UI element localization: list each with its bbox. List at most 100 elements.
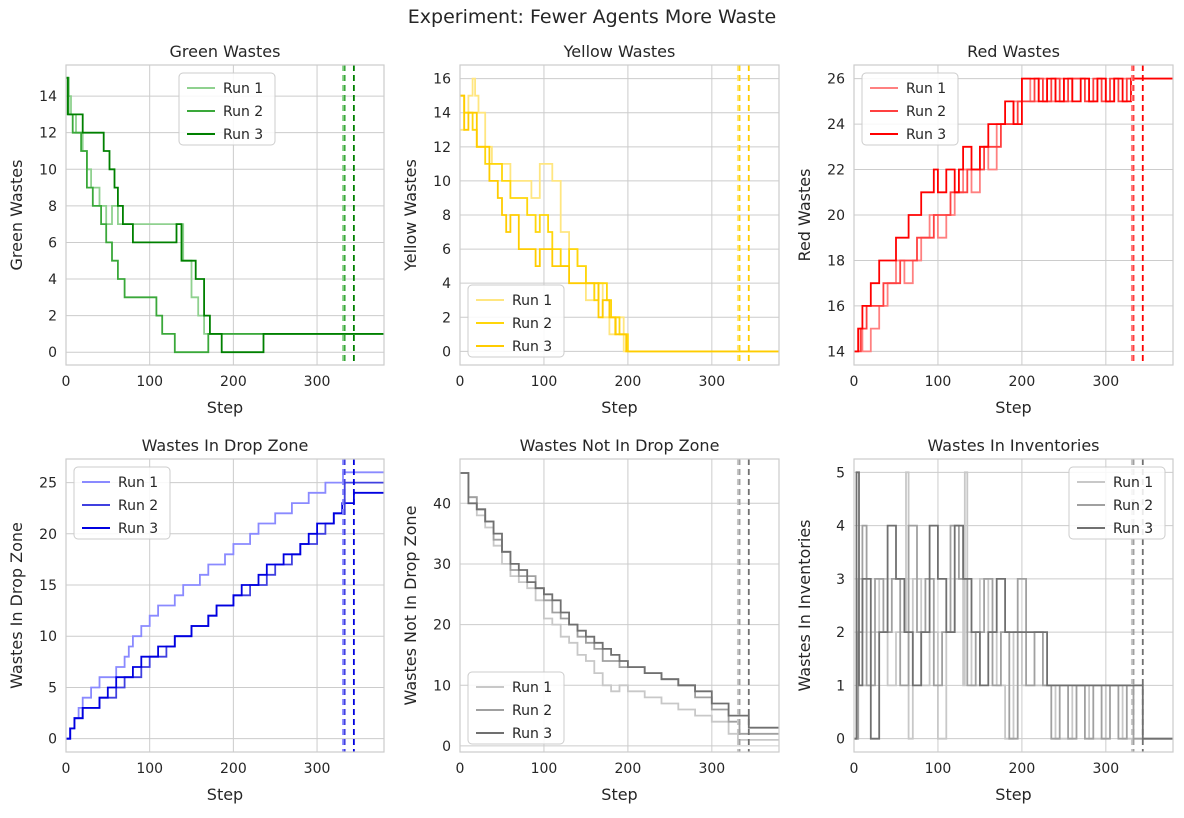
legend-label: Run 2 <box>512 703 552 719</box>
x-tick-label: 100 <box>925 761 952 777</box>
y-tick-label: 16 <box>827 299 845 315</box>
y-axis-label: Yellow Wastes <box>401 159 420 272</box>
legend: Run 1 Run 2 Run 3 <box>861 72 959 146</box>
legend: Run 1 Run 2 Run 3 <box>178 72 276 146</box>
legend-label: Run 1 <box>223 81 263 97</box>
subplot-6: 0 100 200 300 0 1 2 3 4 5 Wastes In Inventories Ste… <box>795 436 1174 804</box>
axes-frame <box>853 458 1174 753</box>
legend-box <box>861 72 959 146</box>
y-axis-label: Wastes In Drop Zone <box>7 522 26 689</box>
x-tick-label: 300 <box>1092 374 1119 390</box>
series-line-run-3 <box>854 77 1173 353</box>
x-tick-label: 300 <box>304 374 331 390</box>
x-tick-label: 200 <box>615 374 642 390</box>
y-axis-label: Wastes In Inventories <box>795 520 814 692</box>
legend-label: Run 3 <box>906 127 946 143</box>
y-tick-label: 14 <box>39 89 57 105</box>
x-tick-label: 100 <box>136 374 163 390</box>
legend-label: Run 2 <box>118 498 158 514</box>
y-tick-label: 10 <box>433 678 451 694</box>
legend-label: Run 2 <box>512 316 552 332</box>
series-line-run-2 <box>66 76 384 354</box>
legend-label: Run 1 <box>1113 475 1153 491</box>
y-tick-label: 0 <box>48 345 57 361</box>
figure-title: Experiment: Fewer Agents More Waste <box>407 6 777 28</box>
x-tick-label: 0 <box>850 761 859 777</box>
y-tick-label: 14 <box>433 106 451 122</box>
x-axis-label: Step <box>207 398 243 417</box>
x-tick-label: 300 <box>1092 761 1119 777</box>
series-line-run-2 <box>460 94 779 353</box>
series-line-run-3 <box>460 94 779 353</box>
legend: Run 1 Run 2 Run 3 <box>73 466 171 540</box>
series-line-run-3 <box>66 76 384 354</box>
y-tick-label: 2 <box>836 625 845 641</box>
y-tick-label: 40 <box>433 496 451 512</box>
y-tick-label: 24 <box>827 117 845 133</box>
subplot-title: Wastes In Inventories <box>928 436 1100 455</box>
y-tick-label: 3 <box>836 572 845 588</box>
axes-frame <box>459 64 780 366</box>
subplot-title: Green Wastes <box>170 42 281 61</box>
legend-label: Run 1 <box>512 680 552 696</box>
y-tick-label: 18 <box>827 253 845 269</box>
y-axis-label: Wastes Not In Drop Zone <box>401 506 420 706</box>
y-tick-label: 6 <box>48 235 57 251</box>
x-tick-label: 200 <box>1009 374 1036 390</box>
y-tick-label: 4 <box>836 519 845 535</box>
y-tick-label: 10 <box>39 162 57 178</box>
y-axis-label: Red Wastes <box>795 169 814 262</box>
y-tick-label: 25 <box>39 476 57 492</box>
legend-label: Run 3 <box>223 127 263 143</box>
x-axis-label: Step <box>995 785 1031 804</box>
y-tick-label: 10 <box>39 629 57 645</box>
y-tick-label: 16 <box>433 72 451 88</box>
x-tick-label: 100 <box>136 761 163 777</box>
legend: Run 1 Run 2 Run 3 <box>467 671 565 745</box>
legend-label: Run 2 <box>906 104 946 120</box>
series-line-run-3 <box>460 472 779 729</box>
y-tick-label: 6 <box>442 242 451 258</box>
subplot-2: 0 100 200 300 0 2 4 6 8 10 12 14 16 Yellow Wastes Step… <box>401 42 780 417</box>
y-tick-label: 5 <box>836 465 845 481</box>
x-tick-label: 0 <box>850 374 859 390</box>
x-tick-label: 300 <box>304 761 331 777</box>
x-tick-label: 100 <box>531 374 558 390</box>
axes-frame <box>65 458 385 753</box>
x-axis-label: Step <box>995 398 1031 417</box>
series-line-run-3 <box>66 491 384 740</box>
subplot-title: Wastes Not In Drop Zone <box>520 436 720 455</box>
x-tick-label: 200 <box>1009 761 1036 777</box>
series-line-run-1 <box>66 471 384 740</box>
y-tick-label: 1 <box>836 678 845 694</box>
legend-box <box>73 466 171 540</box>
y-tick-label: 22 <box>827 163 845 179</box>
subplot-4: 0 100 200 300 0 5 10 15 20 25 Wastes In Drop Zone S… <box>7 436 385 804</box>
x-tick-label: 300 <box>698 761 725 777</box>
subplot-1: 0 100 200 300 0 2 4 6 8 10 12 14 Green Wastes Step Gre… <box>7 42 385 417</box>
subplot-title: Wastes In Drop Zone <box>142 436 309 455</box>
y-tick-label: 8 <box>48 199 57 215</box>
subplot-title: Red Wastes <box>967 42 1060 61</box>
y-tick-label: 20 <box>433 618 451 634</box>
legend-box <box>467 671 565 745</box>
x-tick-label: 100 <box>925 374 952 390</box>
legend-box <box>1068 466 1166 540</box>
x-tick-label: 0 <box>456 374 465 390</box>
legend-label: Run 1 <box>512 293 552 309</box>
y-tick-label: 10 <box>433 174 451 190</box>
legend-label: Run 3 <box>512 726 552 742</box>
y-tick-label: 15 <box>39 578 57 594</box>
y-tick-label: 2 <box>442 310 451 326</box>
y-tick-label: 4 <box>442 276 451 292</box>
axes-frame <box>853 64 1174 366</box>
y-tick-label: 30 <box>433 557 451 573</box>
y-tick-label: 12 <box>433 140 451 156</box>
x-tick-label: 0 <box>62 374 71 390</box>
axes-frame <box>65 64 385 366</box>
y-tick-label: 0 <box>442 739 451 755</box>
y-tick-label: 12 <box>39 126 57 142</box>
subplot-title: Yellow Wastes <box>563 42 676 61</box>
legend-label: Run 3 <box>512 339 552 355</box>
